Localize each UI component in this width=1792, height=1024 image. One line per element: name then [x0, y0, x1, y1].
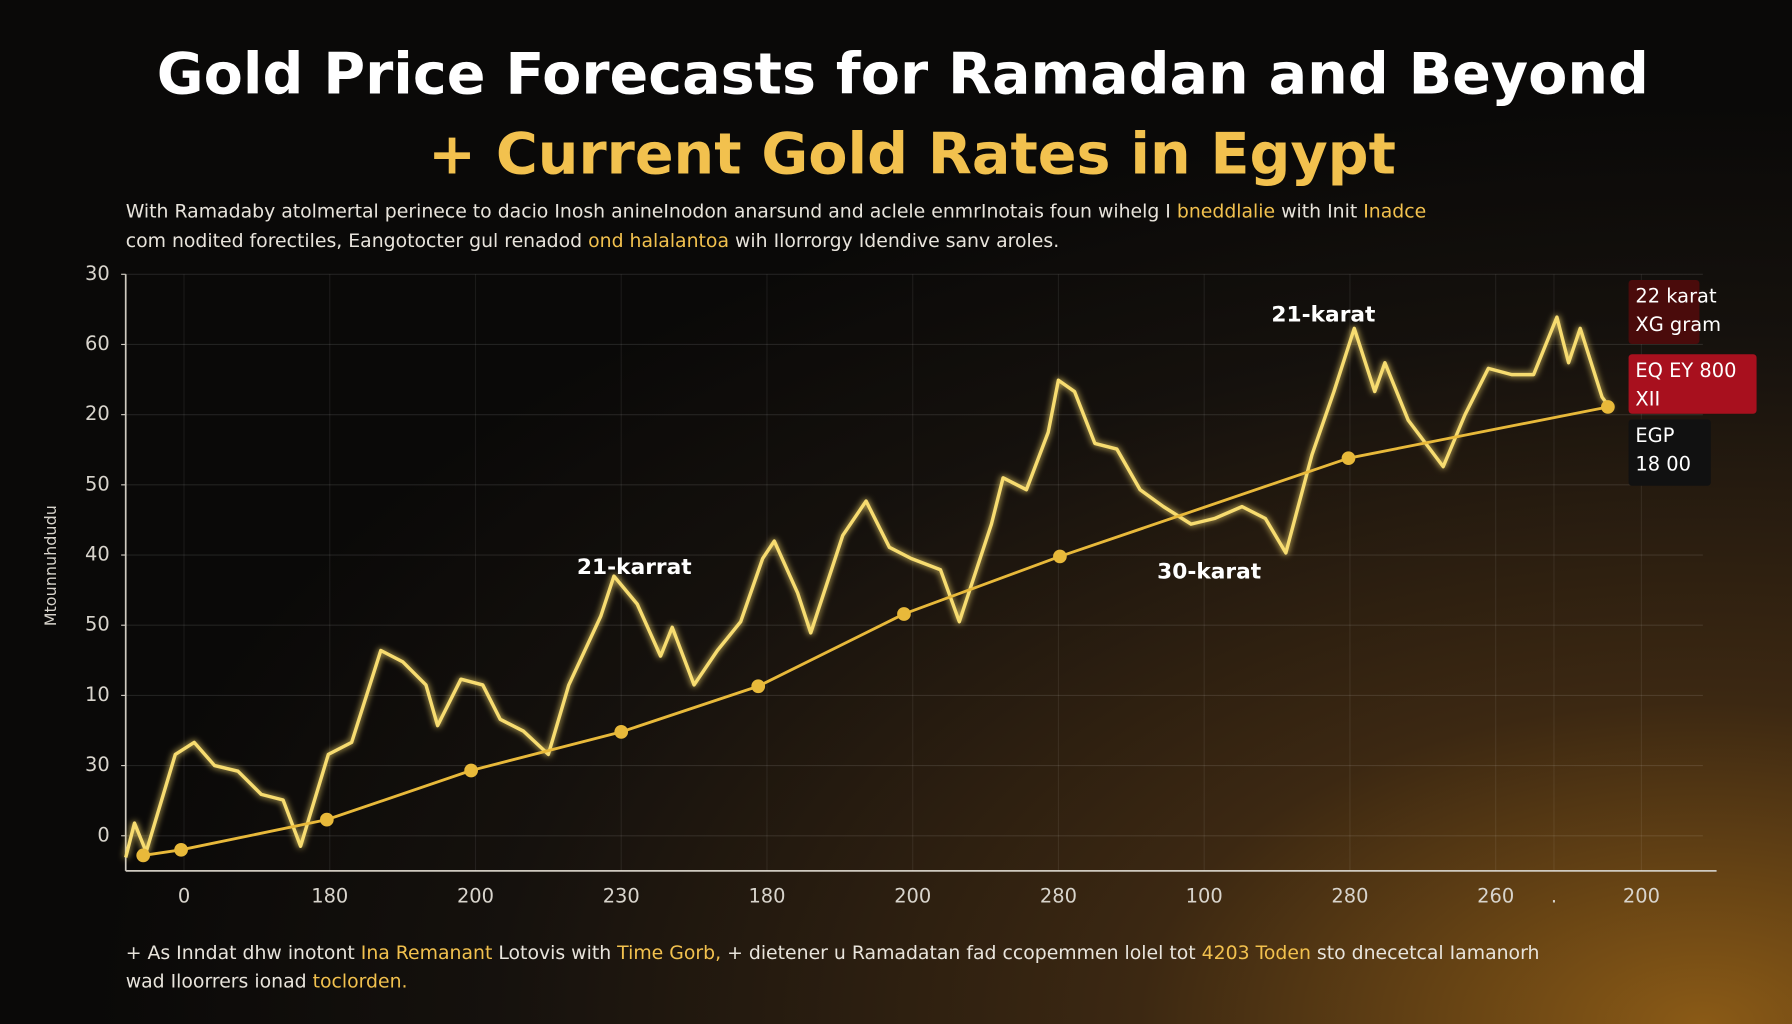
point [1341, 451, 1356, 466]
y-tick-label: 0 [97, 823, 109, 846]
x-tick-label: 280 [1331, 885, 1368, 908]
x-tick-label: 180 [748, 885, 785, 908]
x-tick-label: 200 [1623, 885, 1660, 908]
subtitle-segment: com nodited forectiles, Eangotocter gul … [126, 231, 588, 252]
subtitle-segment: ond halalantoa [588, 231, 729, 252]
side-label-box [1628, 280, 1700, 344]
point [319, 812, 334, 827]
x-tick-label: 230 [603, 885, 640, 908]
series-line [124, 315, 1613, 858]
footnote-line: wad Iloorrers ionad toclorden. [126, 971, 408, 992]
subtitle-segment: bneddlalie [1177, 201, 1275, 222]
footnote-line: + As Inndat dhw inotont Ina Remanant Lot… [126, 943, 1540, 964]
chart-title: Gold Price Forecasts for Ramadan and Bey… [157, 41, 1649, 107]
series-line [142, 405, 1609, 857]
footnote-segment: Ina Remanant [361, 943, 493, 964]
x-tick-label: 180 [311, 885, 348, 908]
y-axis-title: Mtounnuhdudu [41, 505, 60, 626]
point [1601, 400, 1615, 414]
point [174, 842, 188, 857]
annotation: 30-karat [1157, 560, 1261, 585]
footnote-segment: sto dnecetcal Iamanorh [1311, 943, 1540, 964]
footnote-segment: + dietener u Ramadatan fad ccopemmen lol… [721, 943, 1202, 964]
x-tick-label: 100 [1186, 885, 1223, 908]
side-label-box [1628, 419, 1711, 486]
y-tick-label: 30 [85, 262, 110, 285]
side-label-text: XG gram [1635, 313, 1721, 336]
point [897, 607, 911, 621]
y-tick-label: 60 [85, 332, 110, 355]
side-label-text: 22 karat [1635, 285, 1717, 308]
y-tick-label: 10 [85, 683, 110, 706]
subtitle-line: With Ramadaby atolmertal perinece to dac… [126, 201, 1426, 222]
subtitle-line: com nodited forectiles, Eangotocter gul … [126, 231, 1059, 252]
x-tick-label: . [1551, 885, 1557, 908]
x-tick-label: 0 [178, 885, 190, 908]
footnote-segment: 4203 Toden [1202, 943, 1311, 964]
x-tick-label: 260 [1477, 885, 1514, 908]
x-tick-label: 200 [894, 885, 931, 908]
footnote-segment: + As Inndat dhw inotont [126, 943, 361, 964]
y-tick-label: 50 [85, 472, 110, 495]
y-tick-label: 30 [85, 753, 110, 776]
point [751, 679, 766, 694]
point [136, 848, 151, 863]
subtitle-segment: With Ramadaby atolmertal perinece to dac… [126, 201, 1177, 222]
subtitle-segment: Inadce [1363, 201, 1426, 222]
side-label-box [1628, 354, 1757, 414]
point [464, 763, 478, 778]
y-tick-label: 50 [85, 613, 110, 636]
footnote-segment: Time Gorb, [616, 943, 721, 964]
y-tick-label: 20 [85, 402, 110, 425]
footnote-segment: Lotovis with [492, 943, 617, 964]
point [614, 725, 629, 739]
footnote-segment: wad Iloorrers ionad [126, 971, 313, 992]
subtitle-segment: wih Ilorrorgy Idendive sanv aroles. [729, 231, 1059, 252]
chart-title-line2: + Current Gold Rates in Egypt [428, 121, 1396, 187]
annotation: 21-karat [1271, 302, 1375, 327]
side-label-text: 18 00 [1635, 453, 1691, 476]
side-label-text: EQ EY 800 [1635, 359, 1736, 382]
x-tick-label: 200 [457, 885, 494, 908]
subtitle-segment: with Init [1275, 201, 1363, 222]
point [1053, 549, 1067, 564]
side-label-text: EGP [1635, 424, 1674, 447]
x-tick-label: 280 [1040, 885, 1077, 908]
y-tick-label: 40 [85, 543, 110, 566]
side-label-text: XII [1635, 388, 1660, 411]
annotation: 21-karrat [577, 555, 692, 580]
footnote-segment: toclorden. [313, 971, 408, 992]
